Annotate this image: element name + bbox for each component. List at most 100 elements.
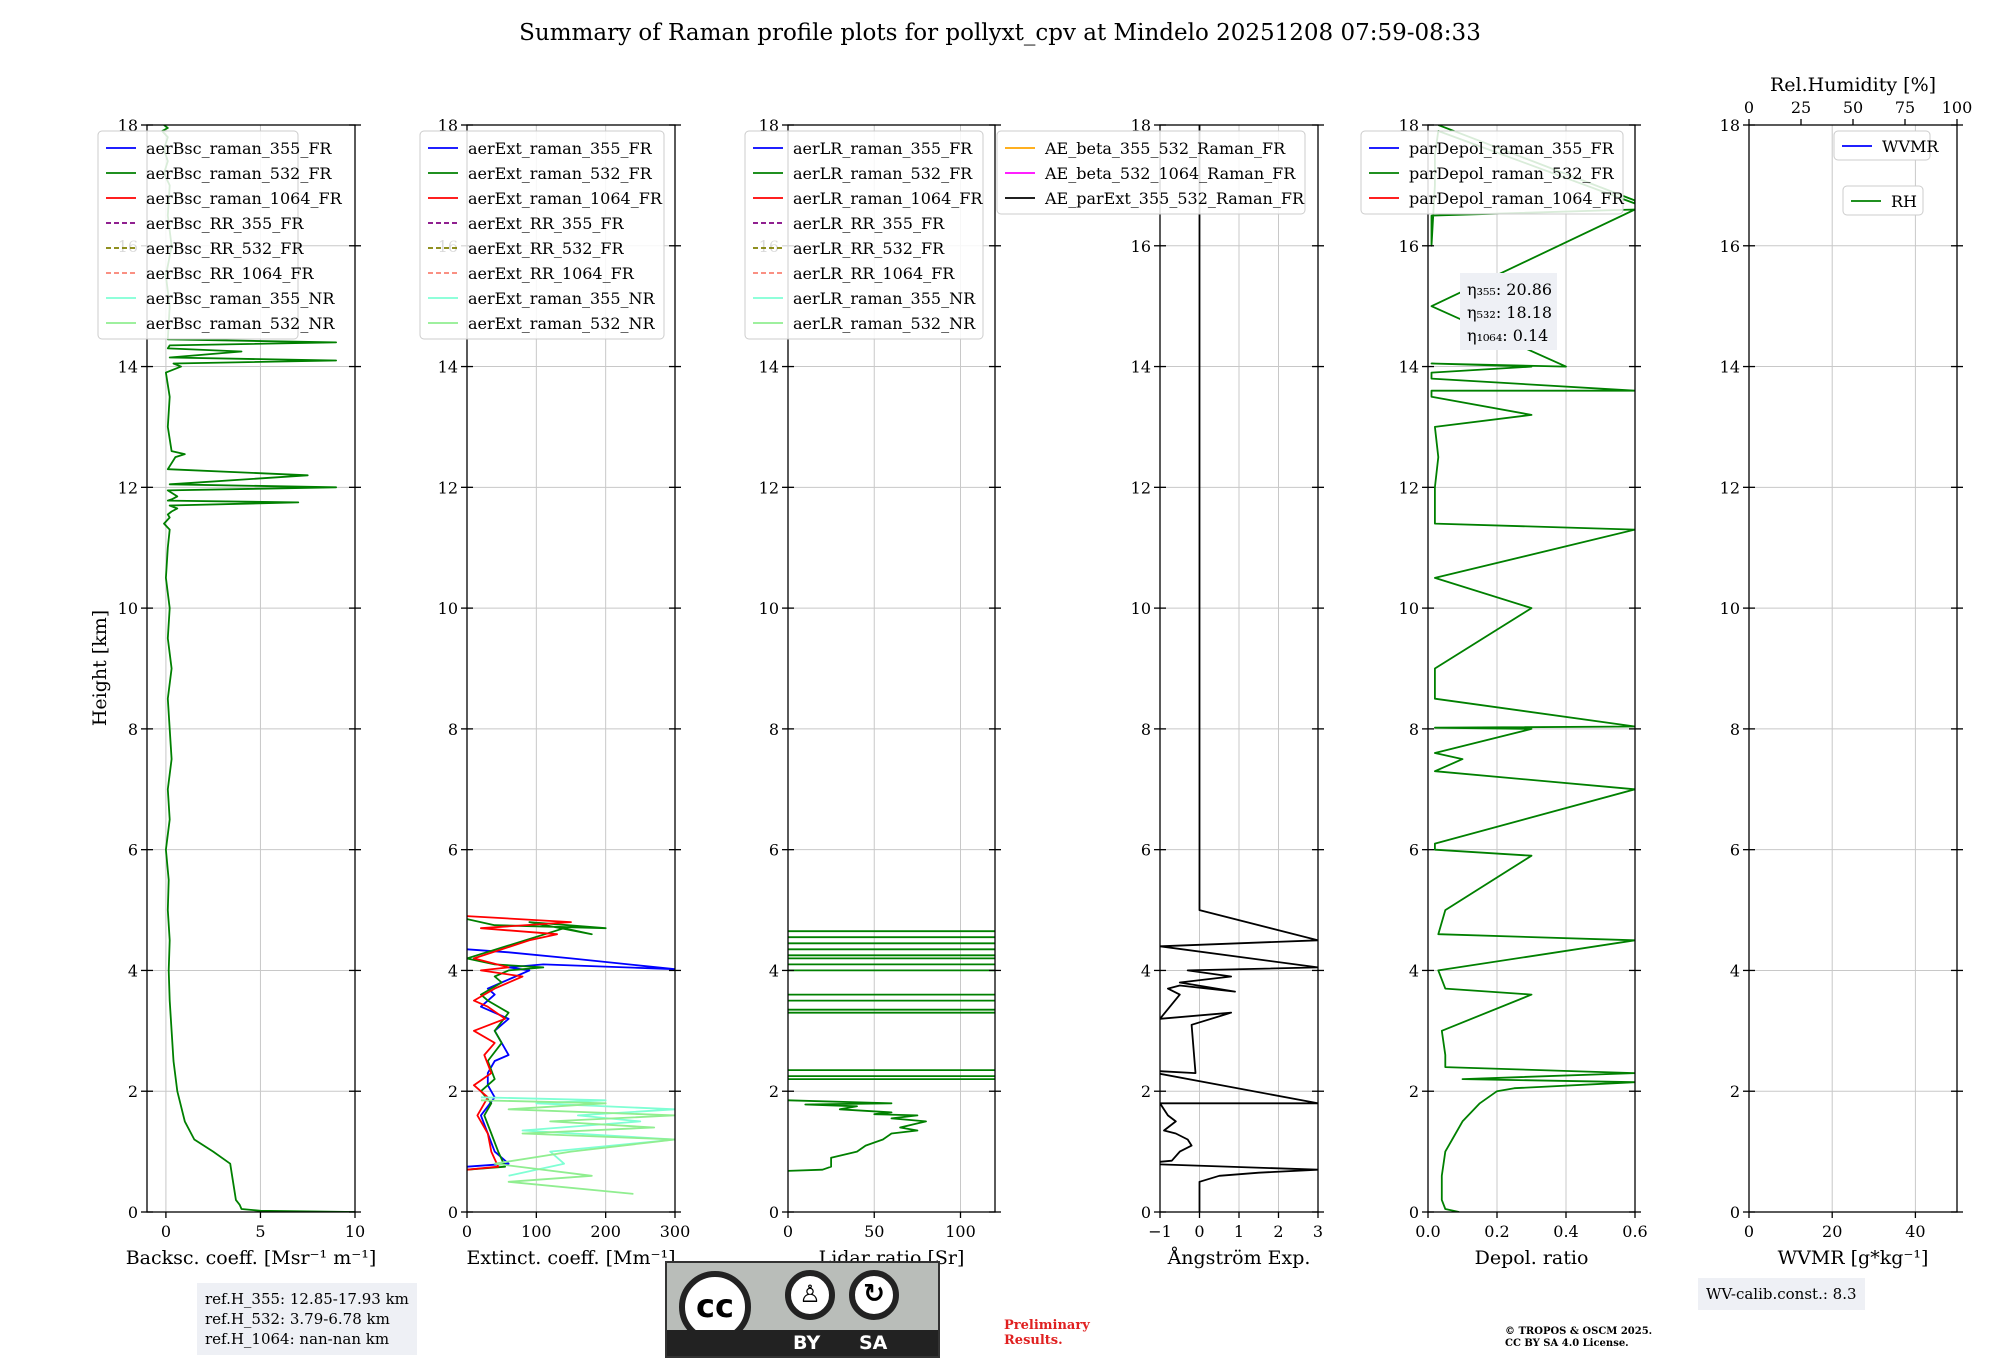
eta-annotation-box — [1460, 273, 1557, 350]
legend-box — [744, 130, 984, 340]
legend-box — [1360, 130, 1624, 215]
series-line-aerExt_raman_1064_FR — [467, 915, 572, 1171]
y-tick-label: 6 — [1141, 841, 1151, 860]
x-tick-label: 0 — [1744, 1222, 1754, 1241]
y-axis-label: Height [km] — [89, 610, 111, 726]
legend-label: aerExt_raman_355_NR — [468, 289, 656, 308]
y-tick-label: 14 — [1720, 358, 1740, 377]
legend-label: aerLR_RR_355_FR — [793, 214, 945, 233]
y-tick-label: 12 — [1131, 478, 1151, 497]
wv-calibration-constant: WV-calib.const.: 8.3 — [1706, 1285, 1857, 1303]
legend-label: aerExt_RR_532_FR — [468, 239, 625, 258]
legend-label: WVMR — [1882, 137, 1939, 156]
legend-label: aerBsc_RR_1064_FR — [146, 264, 315, 283]
legend-box — [1833, 130, 1931, 161]
series-group — [467, 915, 675, 1195]
axes-frame — [1427, 124, 1636, 1213]
top-x-tick-label: 25 — [1791, 98, 1811, 117]
legend-label: AE_beta_355_532_Raman_FR — [1044, 139, 1286, 158]
y-tick-label: 2 — [1409, 1082, 1419, 1101]
series-line-aerBsc_raman_532_FR — [161, 125, 355, 1212]
axes-frame — [146, 124, 356, 1213]
panel-extinction: 0246810121416180100200300Extinct. coeff.… — [419, 116, 691, 1269]
x-tick-label: 100 — [521, 1222, 552, 1241]
y-tick-label: 8 — [448, 720, 458, 739]
y-tick-label: 2 — [1730, 1082, 1740, 1101]
x-tick-label: 1 — [1234, 1222, 1244, 1241]
legend-label: AE_beta_532_1064_Raman_FR — [1044, 164, 1296, 183]
series-line-aerExt_raman_532_FR — [467, 918, 607, 1171]
legend-box — [419, 130, 665, 340]
y-tick-label: 8 — [1409, 720, 1419, 739]
top-x-tick-label: 100 — [1942, 98, 1973, 117]
series-line-aerLR_raman_532_FR — [788, 1099, 927, 1172]
y-tick-label: 0 — [1141, 1203, 1151, 1222]
wv-calibration-box: WV-calib.const.: 8.3 — [1698, 1278, 1865, 1310]
cc-sa-label: SA — [859, 1332, 888, 1354]
x-axis-label: Ångström Exp. — [1167, 1247, 1311, 1269]
y-tick-label: 12 — [118, 478, 138, 497]
y-tick-label: 18 — [118, 116, 138, 135]
cc-by-label: BY — [793, 1332, 821, 1354]
series-group — [1430, 125, 1635, 1212]
y-tick-label: 16 — [1399, 237, 1419, 256]
top-x-tick-label: 0 — [1744, 98, 1754, 117]
legend-label: aerExt_RR_355_FR — [468, 214, 625, 233]
x-tick-label: 200 — [590, 1222, 621, 1241]
x-tick-label: 0 — [1194, 1222, 1204, 1241]
ref-height-1064: ref.H_1064: nan-nan km — [205, 1330, 390, 1348]
y-tick-label: 10 — [438, 599, 458, 618]
y-tick-label: 10 — [759, 599, 779, 618]
legend-label: aerLR_raman_1064_FR — [793, 189, 983, 208]
y-tick-label: 2 — [128, 1082, 138, 1101]
x-tick-label: 20 — [1822, 1222, 1842, 1241]
y-tick-label: 10 — [1131, 599, 1151, 618]
legend-label: parDepol_raman_355_FR — [1409, 139, 1615, 158]
reference-heights-box: ref.H_355: 12.85-17.93 km ref.H_532: 3.7… — [197, 1283, 417, 1355]
y-tick-label: 0 — [769, 1203, 779, 1222]
legend-label: parDepol_raman_1064_FR — [1409, 189, 1625, 208]
legend-label: aerBsc_raman_532_NR — [146, 314, 335, 333]
eta-annotation: η₁₀₆₄: 0.14 — [1467, 326, 1548, 345]
legend-label: aerBsc_raman_1064_FR — [146, 189, 343, 208]
y-tick-label: 4 — [1730, 961, 1740, 980]
legend-label: aerExt_raman_355_FR — [468, 139, 653, 158]
preliminary-results-note: Preliminary Results. — [1004, 1318, 1090, 1348]
y-tick-label: 10 — [1399, 599, 1419, 618]
series-group — [1160, 125, 1318, 1212]
y-tick-label: 6 — [1730, 841, 1740, 860]
x-tick-label: 3 — [1313, 1222, 1323, 1241]
x-tick-label: 0.4 — [1553, 1222, 1578, 1241]
legend-label: aerExt_RR_1064_FR — [468, 264, 635, 283]
top-x-tick-label: 50 — [1843, 98, 1863, 117]
x-tick-label: −1 — [1148, 1222, 1172, 1241]
y-tick-label: 18 — [1131, 116, 1151, 135]
y-tick-label: 12 — [438, 478, 458, 497]
y-tick-label: 14 — [438, 358, 458, 377]
x-tick-label: 300 — [660, 1222, 691, 1241]
x-tick-label: 0 — [462, 1222, 472, 1241]
y-tick-label: 8 — [128, 720, 138, 739]
y-tick-label: 0 — [1730, 1203, 1740, 1222]
legend-label: AE_parExt_355_532_Raman_FR — [1044, 189, 1305, 208]
x-axis-label: Extinct. coeff. [Mm⁻¹] — [466, 1247, 675, 1269]
y-tick-label: 2 — [448, 1082, 458, 1101]
x-tick-label: 0.2 — [1484, 1222, 1509, 1241]
legend-label: parDepol_raman_532_FR — [1409, 164, 1615, 183]
x-tick-label: 40 — [1905, 1222, 1925, 1241]
axes-frame — [466, 124, 676, 1213]
cc-license-badge: cc ♙ ↻ BY SA — [665, 1261, 940, 1358]
y-tick-label: 8 — [769, 720, 779, 739]
y-tick-label: 2 — [1141, 1082, 1151, 1101]
y-tick-label: 0 — [128, 1203, 138, 1222]
series-line-parDepol_raman_532_FR — [1430, 125, 1635, 1212]
y-tick-label: 8 — [1730, 720, 1740, 739]
axes-frame — [1748, 124, 1958, 1213]
panel-backscatter: 0246810121416180510Backsc. coeff. [Msr⁻¹… — [97, 116, 376, 1269]
legend-label: aerBsc_RR_355_FR — [146, 214, 304, 233]
y-tick-label: 8 — [1141, 720, 1151, 739]
y-tick-label: 12 — [759, 478, 779, 497]
